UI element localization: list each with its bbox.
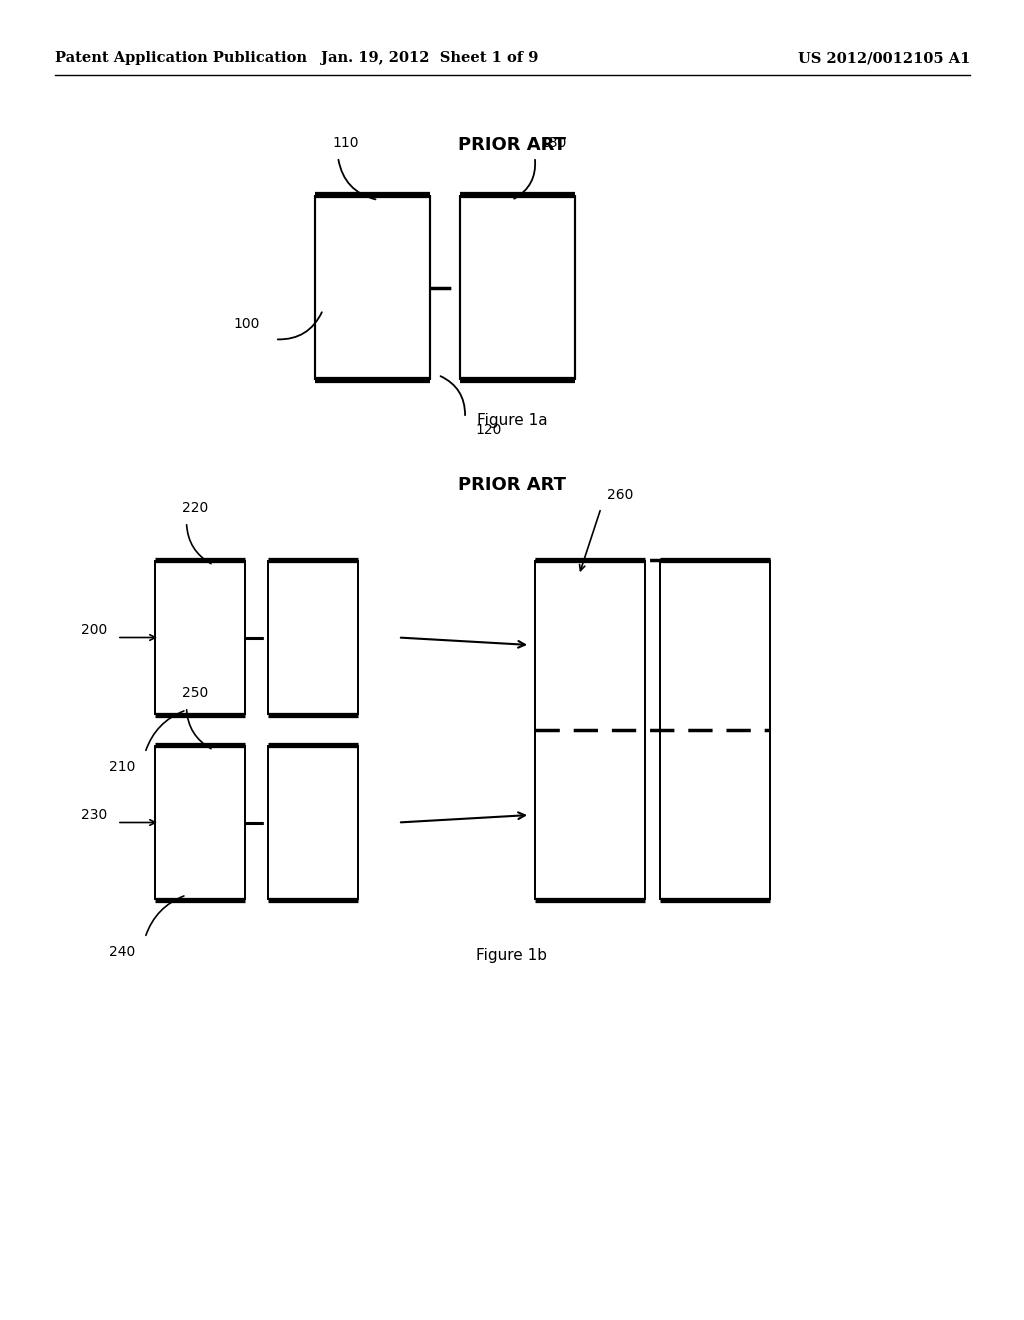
Text: PRIOR ART: PRIOR ART xyxy=(458,477,566,494)
Bar xyxy=(155,744,245,900)
Text: 120: 120 xyxy=(475,422,502,437)
Text: 100: 100 xyxy=(233,318,260,331)
Text: 200: 200 xyxy=(81,623,106,636)
Text: US 2012/0012105 A1: US 2012/0012105 A1 xyxy=(798,51,970,65)
Text: 240: 240 xyxy=(109,945,135,960)
Text: Figure 1b: Figure 1b xyxy=(476,948,548,964)
Bar xyxy=(535,560,645,900)
Text: PRIOR ART: PRIOR ART xyxy=(458,136,566,154)
Bar xyxy=(268,560,358,715)
Text: 260: 260 xyxy=(606,488,633,502)
Text: 110: 110 xyxy=(332,136,358,150)
Bar xyxy=(460,195,575,380)
Text: Figure 1a: Figure 1a xyxy=(477,413,547,428)
Text: Patent Application Publication: Patent Application Publication xyxy=(55,51,307,65)
Text: Jan. 19, 2012  Sheet 1 of 9: Jan. 19, 2012 Sheet 1 of 9 xyxy=(322,51,539,65)
Bar xyxy=(315,195,430,380)
Text: 220: 220 xyxy=(182,502,208,515)
Text: 230: 230 xyxy=(81,808,106,822)
Text: 210: 210 xyxy=(109,760,135,774)
Text: 130: 130 xyxy=(541,136,567,150)
Text: 250: 250 xyxy=(182,686,208,700)
Bar xyxy=(155,560,245,715)
Bar xyxy=(660,560,770,900)
Bar xyxy=(268,744,358,900)
